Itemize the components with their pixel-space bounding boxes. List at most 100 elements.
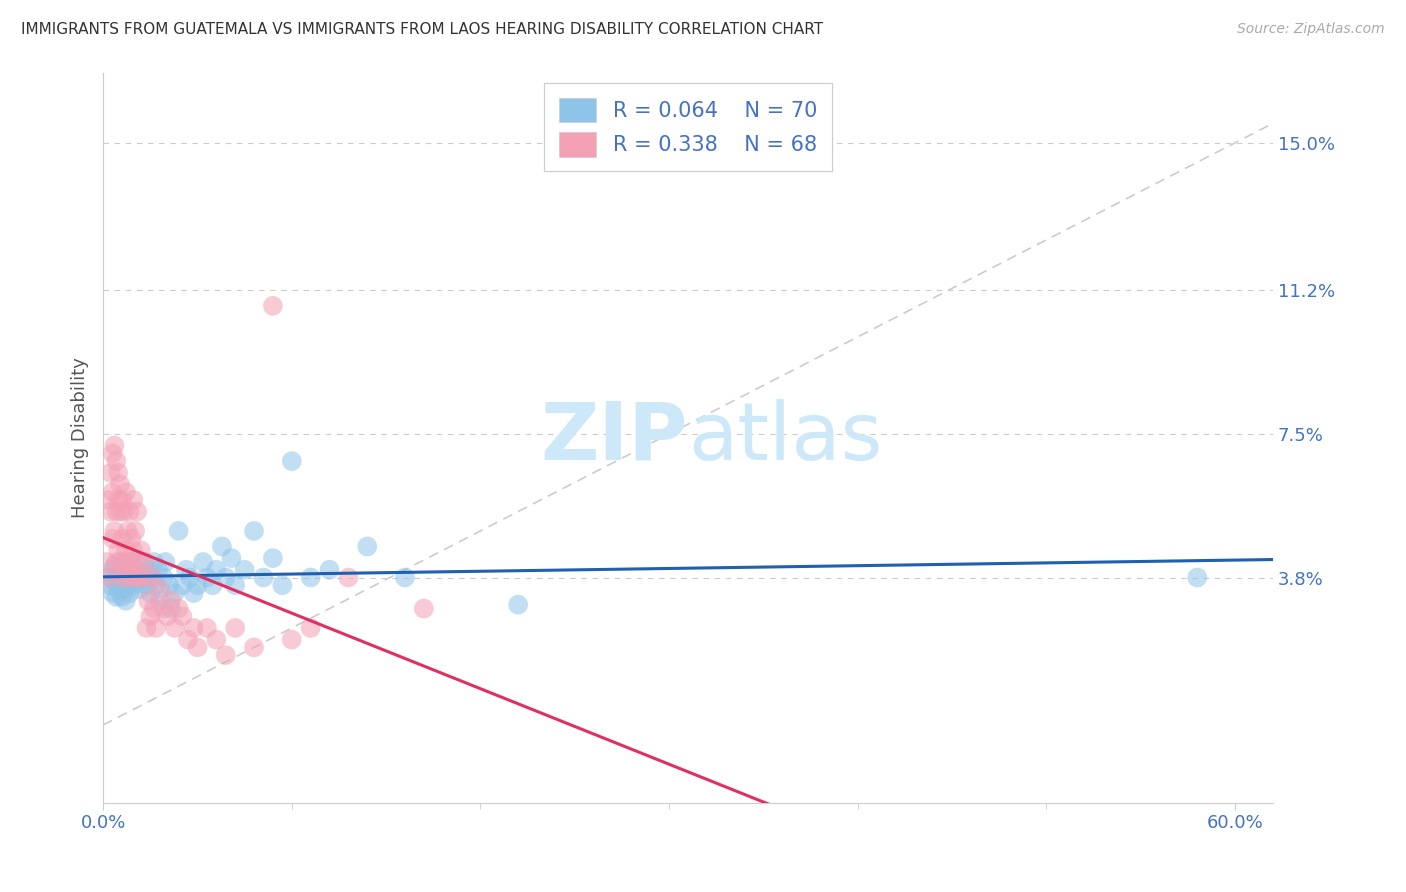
Point	[105, 454, 128, 468]
Point	[145, 621, 167, 635]
Point	[172, 578, 194, 592]
Point	[233, 563, 256, 577]
Point	[114, 485, 136, 500]
Point	[195, 621, 218, 635]
Point	[139, 609, 162, 624]
Point	[111, 570, 134, 584]
Point	[299, 621, 322, 635]
Point	[122, 492, 145, 507]
Point	[101, 586, 124, 600]
Point	[412, 601, 434, 615]
Point	[160, 601, 183, 615]
Point	[97, 570, 120, 584]
Point	[134, 555, 156, 569]
Text: IMMIGRANTS FROM GUATEMALA VS IMMIGRANTS FROM LAOS HEARING DISABILITY CORRELATION: IMMIGRANTS FROM GUATEMALA VS IMMIGRANTS …	[21, 22, 824, 37]
Point	[105, 566, 128, 581]
Point	[174, 563, 197, 577]
Point	[120, 532, 142, 546]
Point	[129, 543, 152, 558]
Legend: R = 0.064    N = 70, R = 0.338    N = 68: R = 0.064 N = 70, R = 0.338 N = 68	[544, 83, 832, 171]
Point	[146, 563, 169, 577]
Point	[132, 570, 155, 584]
Point	[141, 570, 163, 584]
Point	[108, 555, 131, 569]
Point	[114, 594, 136, 608]
Point	[167, 601, 190, 615]
Point	[107, 570, 129, 584]
Point	[103, 558, 125, 573]
Point	[127, 555, 149, 569]
Point	[252, 570, 274, 584]
Point	[394, 570, 416, 584]
Point	[163, 621, 186, 635]
Point	[215, 570, 238, 584]
Point	[337, 570, 360, 584]
Point	[186, 578, 208, 592]
Point	[215, 648, 238, 662]
Point	[221, 551, 243, 566]
Point	[138, 563, 160, 577]
Point	[134, 555, 156, 569]
Text: Source: ZipAtlas.com: Source: ZipAtlas.com	[1237, 22, 1385, 37]
Point	[262, 551, 284, 566]
Point	[117, 563, 139, 577]
Point	[111, 590, 134, 604]
Point	[152, 570, 174, 584]
Point	[1187, 570, 1209, 584]
Point	[100, 504, 122, 518]
Point	[155, 555, 177, 569]
Point	[145, 578, 167, 592]
Point	[281, 454, 304, 468]
Point	[108, 578, 131, 592]
Point	[508, 598, 530, 612]
Point	[112, 582, 135, 596]
Point	[135, 578, 157, 592]
Point	[120, 555, 142, 569]
Point	[101, 563, 124, 577]
Point	[224, 578, 246, 592]
Point	[128, 570, 150, 584]
Point	[186, 640, 208, 655]
Point	[157, 578, 180, 592]
Point	[100, 578, 122, 592]
Point	[160, 594, 183, 608]
Point	[143, 601, 166, 615]
Point	[101, 446, 124, 460]
Point	[122, 578, 145, 592]
Y-axis label: Hearing Disability: Hearing Disability	[72, 358, 89, 518]
Point	[111, 558, 134, 573]
Point	[243, 640, 266, 655]
Point	[124, 570, 146, 584]
Point	[205, 563, 228, 577]
Point	[224, 621, 246, 635]
Point	[262, 299, 284, 313]
Point	[112, 555, 135, 569]
Point	[117, 570, 139, 584]
Point	[118, 555, 141, 569]
Point	[281, 632, 304, 647]
Point	[271, 578, 294, 592]
Point	[356, 540, 378, 554]
Point	[112, 566, 135, 581]
Point	[201, 578, 224, 592]
Point	[152, 601, 174, 615]
Point	[107, 492, 129, 507]
Point	[211, 540, 233, 554]
Point	[117, 524, 139, 538]
Point	[114, 543, 136, 558]
Point	[112, 504, 135, 518]
Point	[105, 504, 128, 518]
Point	[195, 570, 218, 584]
Point	[183, 586, 205, 600]
Point	[105, 555, 128, 569]
Point	[107, 466, 129, 480]
Point	[118, 586, 141, 600]
Point	[108, 477, 131, 491]
Point	[105, 590, 128, 604]
Point	[243, 524, 266, 538]
Point	[124, 563, 146, 577]
Point	[107, 582, 129, 596]
Point	[108, 504, 131, 518]
Text: ZIP: ZIP	[541, 399, 688, 477]
Point	[127, 504, 149, 518]
